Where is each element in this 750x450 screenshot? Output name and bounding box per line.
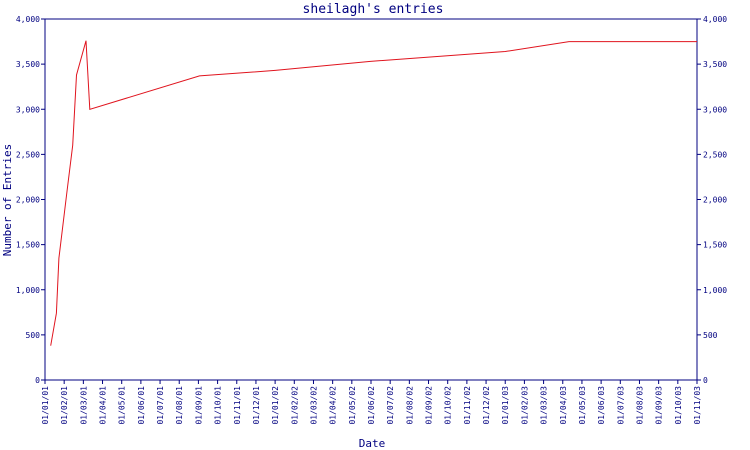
y-tick-label-left: 2,500	[16, 150, 40, 159]
y-tick-label-left: 2,000	[16, 196, 40, 205]
x-tick-label: 01/10/02	[444, 386, 453, 425]
y-tick-label-left: 4,000	[16, 15, 40, 24]
chart-title: sheilagh's entries	[303, 2, 444, 17]
x-tick-label: 01/08/03	[635, 386, 644, 425]
x-tick-label: 01/12/02	[482, 386, 491, 425]
x-tick-label: 01/08/01	[175, 386, 184, 425]
x-tick-label: 01/12/01	[252, 386, 261, 425]
x-tick-label: 01/01/01	[41, 386, 50, 425]
x-tick-label: 01/09/02	[425, 386, 434, 425]
x-tick-label: 01/07/03	[616, 386, 625, 425]
y-tick-label-left: 1,000	[16, 286, 40, 295]
series-line	[50, 40, 697, 346]
y-tick-label-right: 4,000	[703, 15, 727, 24]
y-tick-label-right: 0	[703, 376, 708, 385]
x-tick-label: 01/03/01	[79, 386, 88, 425]
y-tick-label-left: 1,500	[16, 241, 40, 250]
x-tick-label: 01/01/02	[271, 386, 280, 425]
y-tick-label-right: 3,000	[703, 105, 727, 114]
y-axis-left-ticks: 0 500 1,000 1,500 2,000 2,500 3,000 3,500 4,000	[16, 15, 45, 385]
x-tick-label: 01/10/01	[214, 386, 223, 425]
y-tick-label-right: 1,000	[703, 286, 727, 295]
x-axis-ticks: 01/01/01 01/02/01 01/03/01 01/04/01 01/05/01…	[41, 380, 702, 425]
x-tick-label: 01/05/01	[118, 386, 127, 425]
axes	[44, 18, 698, 381]
x-tick-label: 01/05/03	[578, 386, 587, 425]
x-tick-label: 01/11/03	[693, 386, 702, 425]
y-tick-label-left: 0	[35, 376, 40, 385]
y-tick-label-left: 3,500	[16, 60, 40, 69]
x-tick-label: 01/02/02	[290, 386, 299, 425]
x-tick-label: 01/11/02	[463, 386, 472, 425]
x-tick-label: 01/07/01	[156, 386, 165, 425]
x-tick-label: 01/10/03	[674, 386, 683, 425]
y-tick-label-right: 500	[703, 331, 718, 340]
y-tick-label-left: 3,000	[16, 105, 40, 114]
x-tick-label: 01/02/03	[520, 386, 529, 425]
x-tick-label: 01/03/02	[309, 386, 318, 425]
x-tick-label: 01/02/01	[60, 386, 69, 425]
y-axis-title: Number of Entries	[1, 144, 14, 257]
y-tick-label-right: 2,000	[703, 196, 727, 205]
y-tick-label-left: 500	[26, 331, 41, 340]
x-tick-label: 01/11/01	[233, 386, 242, 425]
x-tick-label: 01/08/02	[405, 386, 414, 425]
x-axis-title: Date	[359, 437, 386, 450]
y-axis-right-ticks: 0 500 1,000 1,500 2,000 2,500 3,000 3,500 4,000	[697, 15, 727, 385]
x-tick-label: 01/04/01	[99, 386, 108, 425]
series-group	[50, 40, 697, 346]
x-tick-label: 01/05/02	[348, 386, 357, 425]
y-tick-label-right: 2,500	[703, 150, 727, 159]
x-tick-label: 01/01/03	[501, 386, 510, 425]
x-tick-label: 01/04/02	[329, 386, 338, 425]
x-tick-label: 01/09/01	[194, 386, 203, 425]
x-tick-label: 01/07/02	[386, 386, 395, 425]
x-tick-label: 01/04/03	[559, 386, 568, 425]
x-tick-label: 01/03/03	[540, 386, 549, 425]
x-tick-label: 01/09/03	[655, 386, 664, 425]
x-tick-label: 01/06/03	[597, 386, 606, 425]
x-tick-label: 01/06/01	[137, 386, 146, 425]
y-tick-label-right: 3,500	[703, 60, 727, 69]
x-tick-label: 01/06/02	[367, 386, 376, 425]
y-tick-label-right: 1,500	[703, 241, 727, 250]
